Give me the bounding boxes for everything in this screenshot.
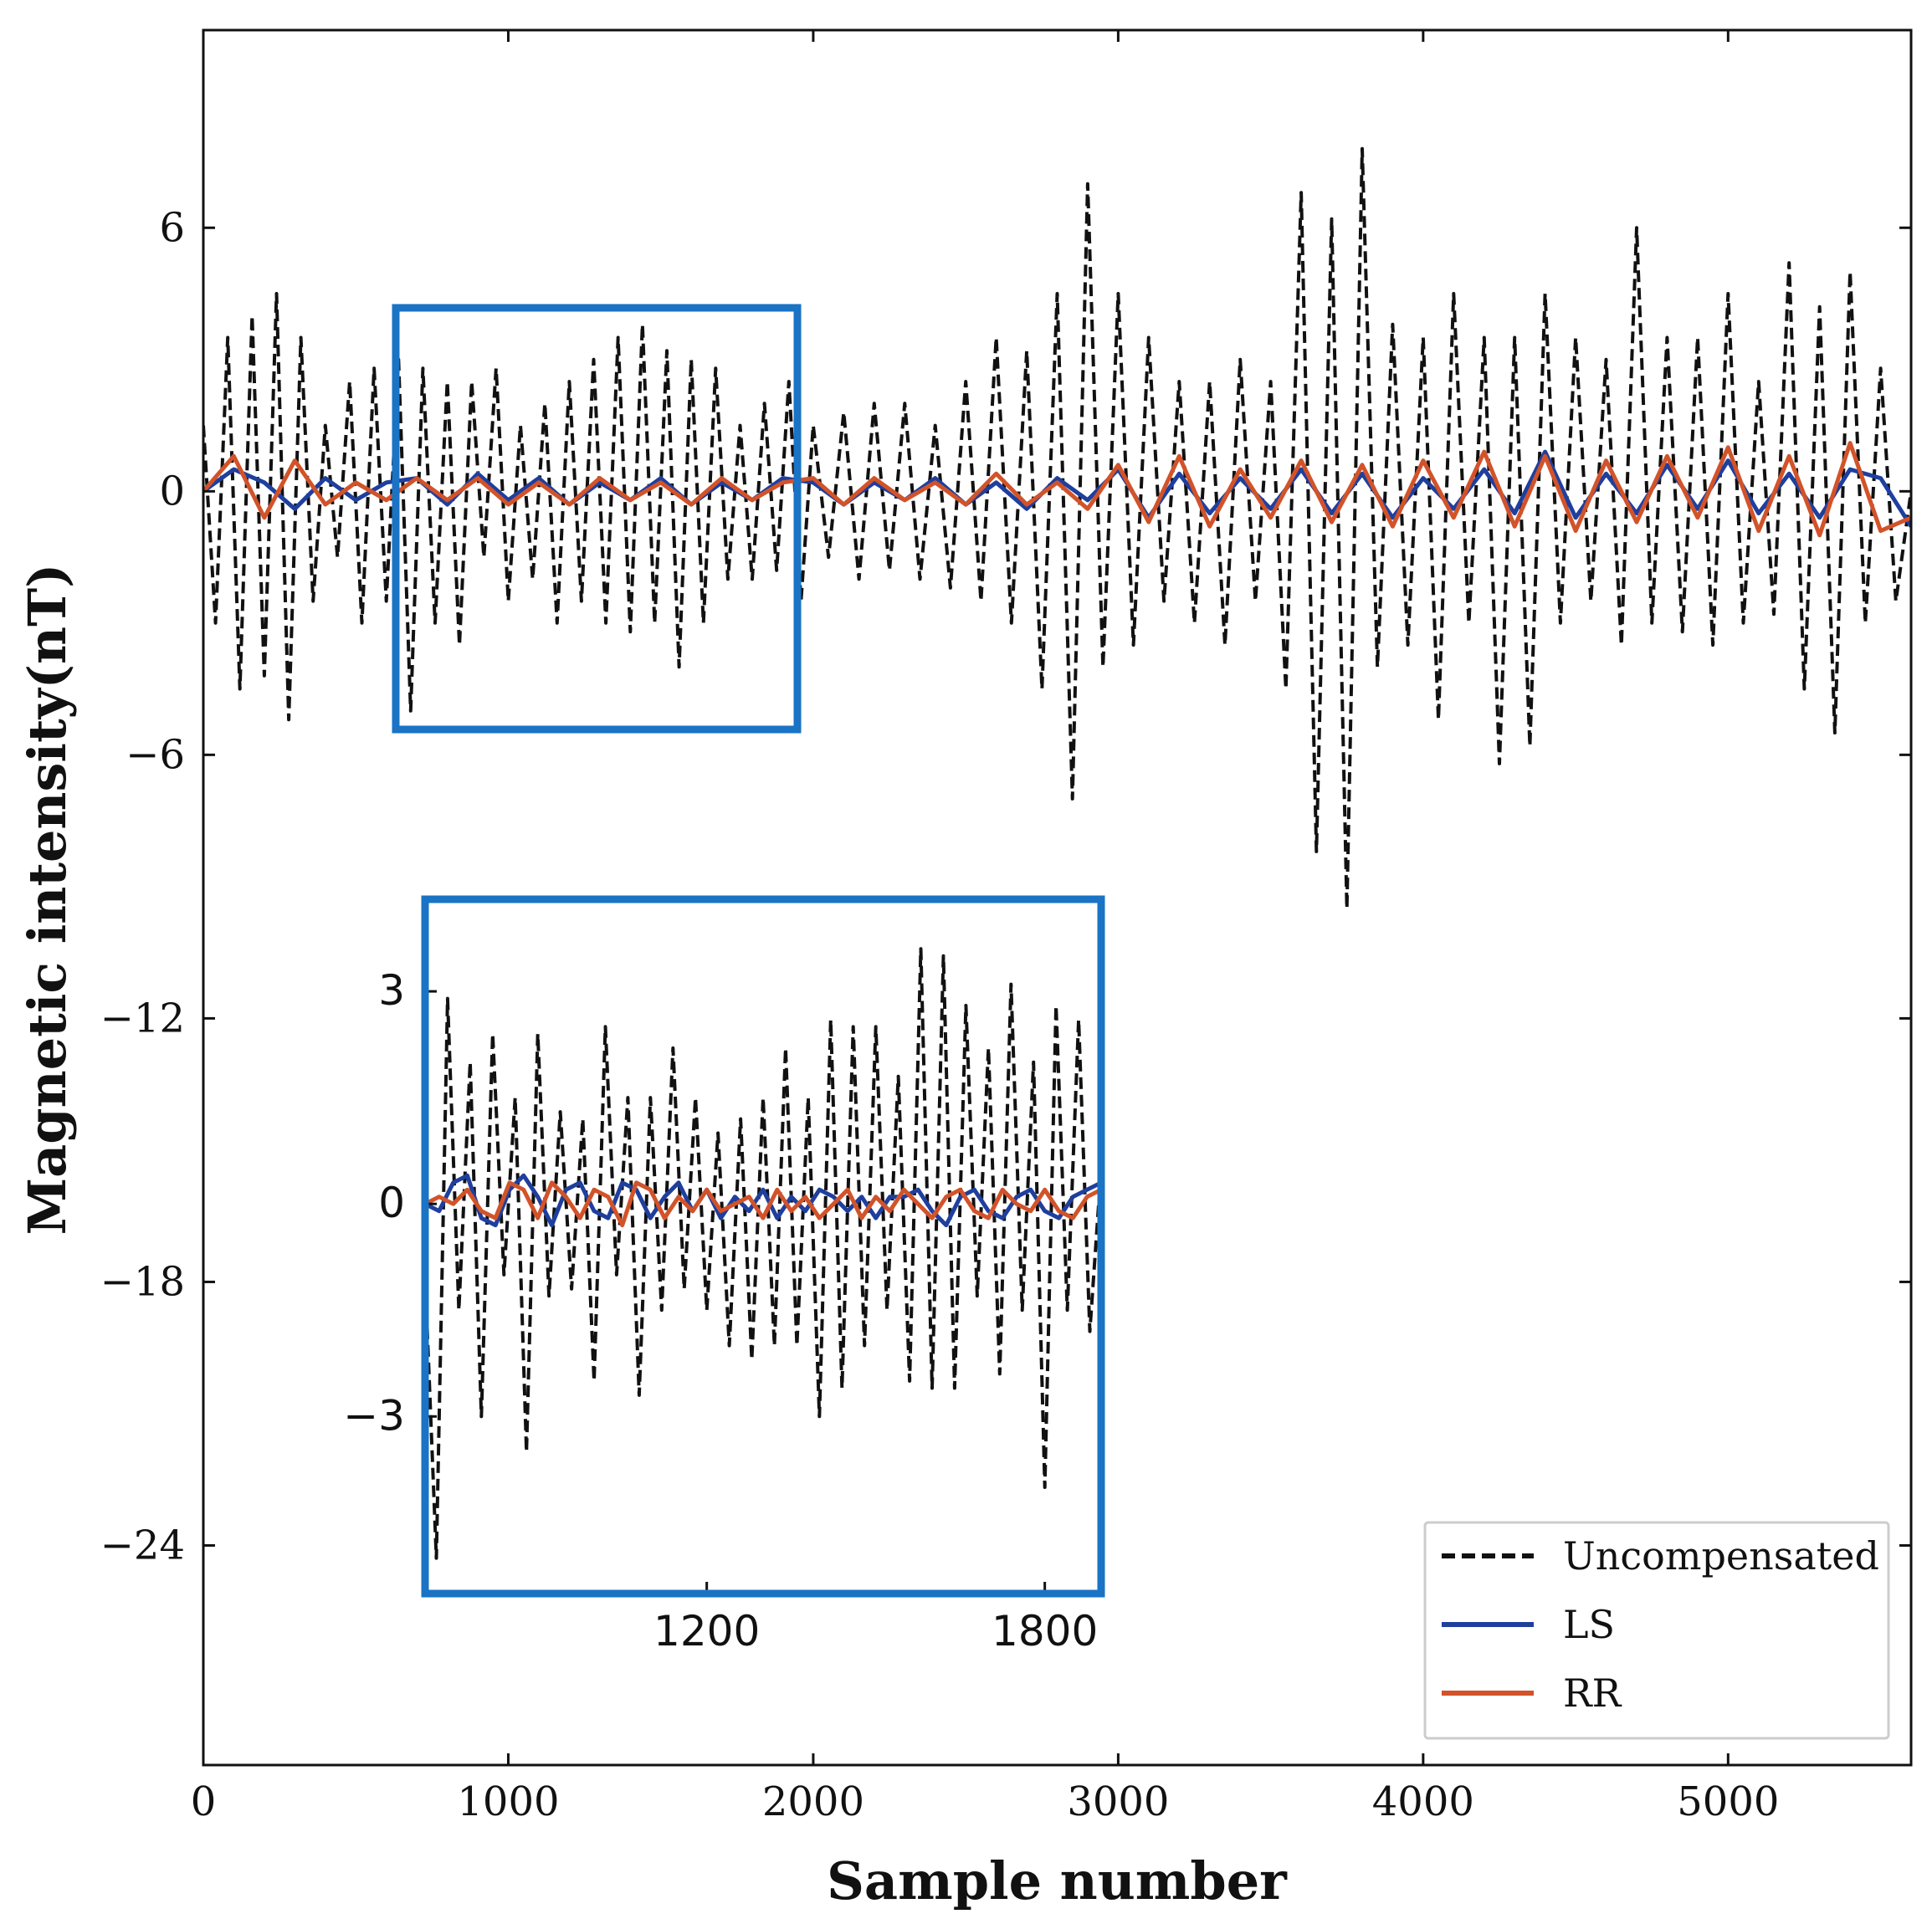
main-y-tick-label: −18 bbox=[100, 1258, 185, 1305]
main-x-tick-label: 4000 bbox=[1372, 1778, 1474, 1825]
zoom-highlight-box bbox=[392, 304, 802, 734]
inset-y-tick-label: 0 bbox=[378, 1179, 405, 1227]
main-y-tick-labels: 6 0 −6 −12 −18 −24 bbox=[100, 204, 185, 1568]
inset-y-tick-label: −3 bbox=[343, 1391, 405, 1440]
main-y-tick-label: −12 bbox=[100, 995, 185, 1041]
main-x-tick-label: 2000 bbox=[762, 1778, 864, 1825]
main-y-tick-label: 0 bbox=[159, 468, 185, 514]
main-ticks bbox=[202, 30, 1911, 1765]
main-x-tick-label: 0 bbox=[191, 1778, 217, 1825]
main-x-tick-label: 1000 bbox=[457, 1778, 559, 1825]
inset-x-tick-label: 1800 bbox=[992, 1607, 1098, 1655]
main-plot: 0 1000 2000 3000 4000 5000 6 0 −6 −12 −18 −24 bbox=[100, 28, 1913, 1825]
main-plot-frame bbox=[202, 28, 1913, 1767]
main-x-tick-label: 3000 bbox=[1067, 1778, 1169, 1825]
inset-y-tick-labels: 3 0 −3 bbox=[343, 966, 405, 1440]
main-data-layer bbox=[203, 146, 1911, 911]
inset-frame bbox=[421, 895, 1105, 1598]
main-series-rr-line bbox=[203, 441, 1911, 538]
x-axis-title: Sample number bbox=[827, 1850, 1288, 1911]
inset-x-tick-label: 1200 bbox=[653, 1607, 760, 1655]
main-x-tick-label: 5000 bbox=[1677, 1778, 1779, 1825]
inset-background bbox=[425, 899, 1101, 1594]
main-y-tick-label: −24 bbox=[100, 1522, 185, 1568]
inset-x-tick-labels: 1200 1800 bbox=[653, 1607, 1098, 1655]
main-y-tick-label: 6 bbox=[159, 204, 185, 251]
y-axis-title: Magnetic intensity(nT) bbox=[17, 563, 78, 1235]
inset-series-rr-line bbox=[425, 1180, 1101, 1228]
inset-data-layer bbox=[425, 947, 1101, 1560]
legend-label-uncompensated: Uncompensated bbox=[1563, 1533, 1879, 1579]
legend: Uncompensated LS RR bbox=[1423, 1521, 1890, 1740]
legend-label-rr: RR bbox=[1563, 1671, 1622, 1716]
legend-label-ls: LS bbox=[1563, 1602, 1615, 1647]
inset-plot: 3 0 −3 1200 1800 bbox=[343, 895, 1105, 1655]
inset-y-tick-label: 3 bbox=[378, 966, 405, 1015]
legend-box bbox=[1423, 1521, 1890, 1740]
main-x-tick-labels: 0 1000 2000 3000 4000 5000 bbox=[191, 1778, 1780, 1825]
inset-series-ls-line bbox=[425, 1173, 1101, 1228]
main-y-tick-label: −6 bbox=[126, 731, 185, 778]
